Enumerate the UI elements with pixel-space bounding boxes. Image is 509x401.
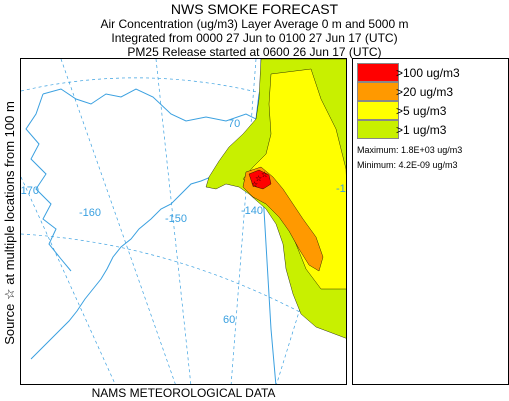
graticule-lat-60 <box>21 233 346 339</box>
graticule-lat-70 <box>21 77 346 121</box>
label-lon-170: -170 <box>21 185 39 197</box>
source-marker: ☆ <box>251 180 258 189</box>
legend-item-20: >20 ug/m3 <box>357 82 453 101</box>
label-lat-70: 70 <box>228 118 240 130</box>
graticule-lon-160 <box>60 59 176 384</box>
legend-swatch-20 <box>357 82 399 101</box>
legend-minimum: Minimum: 4.2E-09 ug/m3 <box>357 160 458 170</box>
subtitle-concentration: Air Concentration (ug/m3) Layer Average … <box>100 17 409 31</box>
legend-swatch-5 <box>357 101 399 120</box>
source-marker: ☆ <box>261 170 268 179</box>
map-panel: ☆ ☆ ☆ -170 -160 -150 -140 -130 70 60 <box>20 58 347 385</box>
label-lat-60: 60 <box>223 314 235 326</box>
graticule-lon-170 <box>21 176 116 384</box>
label-lon-140: -140 <box>241 205 263 217</box>
data-source-footer: NAMS METEOROLOGICAL DATA <box>91 386 276 400</box>
map-title: NWS SMOKE FORECAST <box>170 1 339 17</box>
legend-label-1: >1 ug/m3 <box>396 122 447 137</box>
graticule-labels: -170 -160 -150 -140 -130 70 60 <box>21 118 347 326</box>
label-lon-160: -160 <box>79 207 101 219</box>
legend-item-5: >5 ug/m3 <box>357 101 446 120</box>
legend-label-100: >100 ug/m3 <box>396 65 460 80</box>
graticule-lon-150 <box>155 59 192 384</box>
source-markers: ☆ ☆ ☆ <box>251 170 268 189</box>
legend-item-100: >100 ug/m3 <box>357 63 460 82</box>
legend: >100 ug/m3 >20 ug/m3 >5 ug/m3 >1 ug/m3 M… <box>352 58 509 385</box>
plume-level-100 <box>248 169 272 190</box>
source-location-label: Source ☆ at multiple locations from 100 … <box>1 58 19 388</box>
smoke-map: ☆ ☆ ☆ -170 -160 -150 -140 -130 70 60 <box>21 59 347 384</box>
legend-item-1: >1 ug/m3 <box>357 120 446 139</box>
legend-label-20: >20 ug/m3 <box>396 84 454 99</box>
label-lon-130: -130 <box>336 183 347 195</box>
subtitle-integration-period: Integrated from 0000 27 Jun to 0100 27 J… <box>111 31 398 45</box>
legend-swatch-100 <box>357 63 399 82</box>
coastline-west <box>25 93 72 272</box>
legend-swatch-1 <box>357 120 399 139</box>
plume-level-20 <box>242 166 324 272</box>
label-lon-150: -150 <box>165 213 187 225</box>
source-location-text: Source ☆ at multiple locations from 100 … <box>2 101 17 345</box>
smoke-plume <box>205 59 346 339</box>
legend-maximum: Maximum: 1.8E+03 ug/m3 <box>357 145 463 155</box>
legend-label-5: >5 ug/m3 <box>396 103 447 118</box>
subtitle-release-info: PM25 Release started at 0600 26 Jun 17 (… <box>127 45 382 59</box>
graticule-lon-140 <box>230 59 257 384</box>
source-marker: ☆ <box>255 174 262 183</box>
